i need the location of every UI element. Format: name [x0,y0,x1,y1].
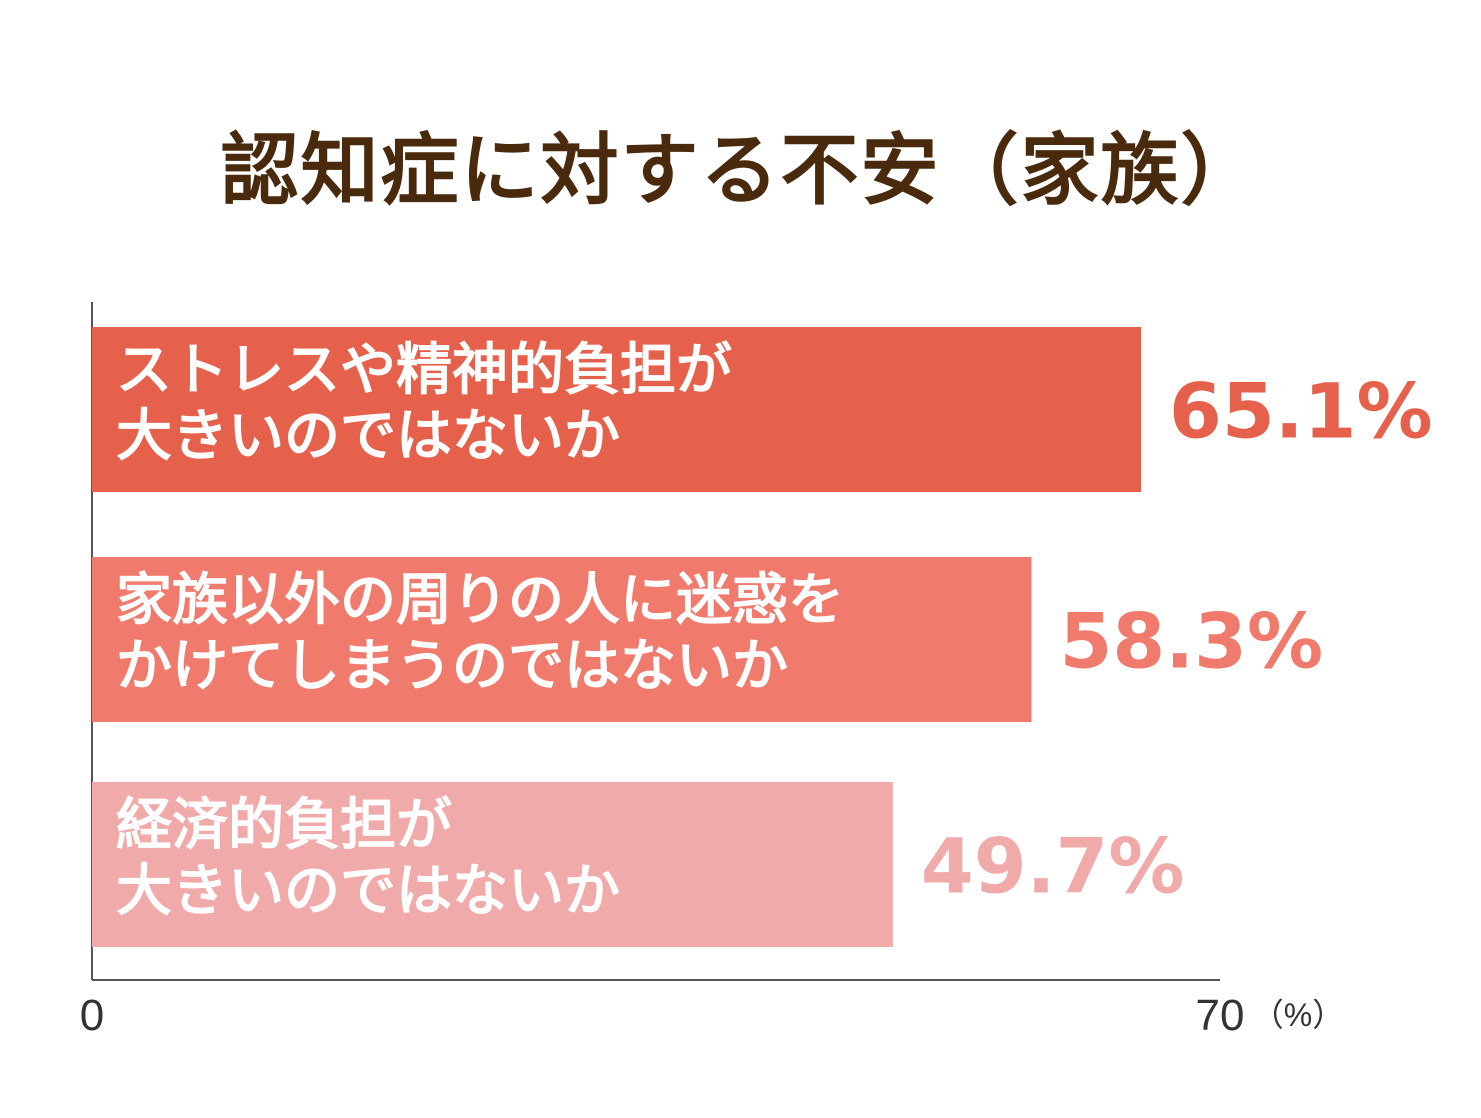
x-tick-label-0: 0 [80,991,104,1040]
x-tick-label-70: 70 [1196,991,1245,1040]
bar-label-1-line-0: 家族以外の周りの人に迷惑を [116,568,844,633]
bar-1 [92,557,1032,722]
bar-label-2-line-0: 経済的負担が [116,793,452,858]
value-label-0: 65.1% [1169,367,1433,456]
bar-label-1-line-1: かけてしまうのではないか [116,634,788,699]
value-label-2: 49.7% [921,822,1185,911]
bar-label-2-line-1: 大きいのではないか [116,859,620,924]
value-label-1: 58.3% [1059,597,1323,686]
chart-title: 認知症に対する不安（家族） [220,126,1261,216]
unit-label: （%） [1252,997,1344,1033]
bar-2 [92,782,893,947]
bar-label-0-line-0: ストレスや精神的負担が [116,338,732,403]
bar-0 [92,327,1142,492]
bar-label-0-line-1: 大きいのではないか [116,404,620,469]
